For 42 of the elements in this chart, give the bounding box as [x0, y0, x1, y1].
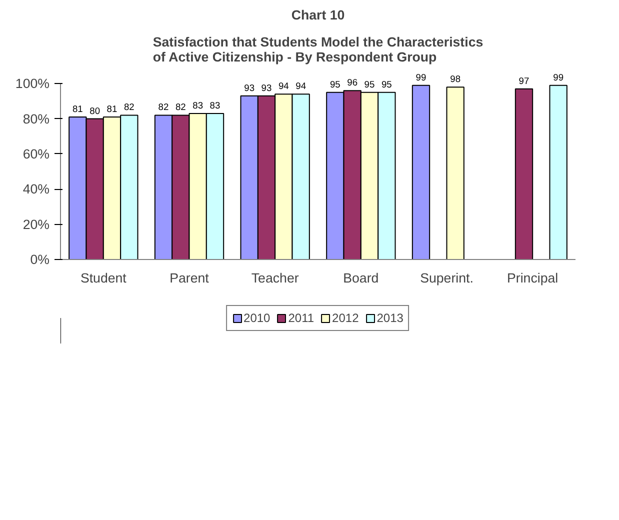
y-tick-label: 80% — [22, 111, 50, 126]
x-tick-label: Superint. — [420, 270, 474, 286]
data-label: 81 — [106, 104, 118, 114]
x-tick-label: Teacher — [251, 270, 300, 286]
data-label: 80 — [90, 106, 100, 116]
y-tick-label: 60% — [22, 146, 50, 162]
data-label: 99 — [416, 72, 426, 82]
data-label: 95 — [330, 79, 340, 90]
data-label: 81 — [72, 104, 83, 114]
data-label: 98 — [450, 74, 461, 84]
bar — [549, 84, 568, 260]
x-tick-label: Parent — [170, 270, 210, 286]
data-label: 93 — [261, 82, 272, 93]
data-label: 82 — [175, 102, 186, 112]
data-label: 83 — [210, 100, 220, 110]
legend-label: 2010 — [244, 311, 270, 325]
y-tick-label: 40% — [22, 182, 50, 197]
x-tick-label: Board — [343, 270, 379, 286]
x-tick-label: Student — [80, 270, 127, 286]
bar — [412, 84, 430, 260]
data-label: 99 — [553, 72, 564, 82]
data-label: 95 — [364, 79, 375, 90]
legend-label: 2013 — [376, 311, 404, 325]
legend-label: 2012 — [332, 311, 359, 325]
x-tick-label: Principal — [507, 270, 558, 286]
y-tick-label: 20% — [22, 216, 50, 232]
data-label: 93 — [244, 82, 255, 93]
y-tick-label: 0% — [30, 252, 50, 267]
data-label: 97 — [518, 76, 530, 86]
chart-title: Chart 10 — [291, 8, 345, 22]
data-label: 82 — [158, 102, 169, 112]
data-label: 83 — [192, 100, 204, 110]
bar — [446, 86, 464, 260]
data-label: 94 — [296, 81, 306, 92]
legend-label: 2011 — [288, 311, 314, 325]
bar — [514, 88, 534, 260]
data-label: 82 — [124, 102, 134, 112]
data-label: 96 — [347, 78, 358, 88]
chart-subtitle: Satisfaction that Students Model the Characteristics of Active Citizenship - By Respondent Group — [152, 34, 484, 64]
data-label: 95 — [381, 79, 392, 90]
y-tick-label: 100% — [15, 76, 50, 92]
data-label: 94 — [278, 81, 289, 92]
